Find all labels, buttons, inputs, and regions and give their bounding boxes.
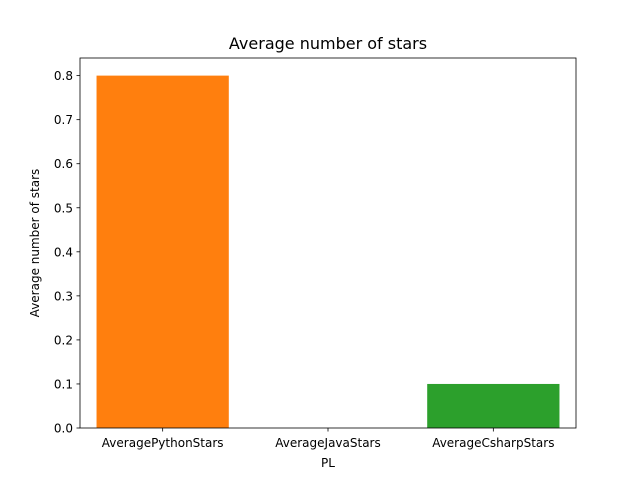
x-axis-label: PL [321,456,335,470]
y-tick-label: 0.4 [54,245,73,259]
y-axis: 0.0 0.1 0.2 0.3 0.4 0.5 0.6 0.7 0.8 [54,69,80,436]
y-tick-label: 0.6 [54,157,73,171]
bar-AveragePythonStars [96,75,229,428]
bar-AverageCsharpStars [427,383,560,428]
x-tick-label: AverageCsharpStars [432,436,554,450]
y-tick-label: 0.2 [54,333,73,347]
x-tick-label: AverageJavaStars [275,436,381,450]
y-tick-label: 0.0 [54,422,73,436]
x-axis: AveragePythonStars AverageJavaStars Averag… [102,428,554,450]
y-axis-label: Average number of stars [28,169,42,318]
y-tick-label: 0.5 [54,201,73,215]
y-tick-label: 0.8 [54,69,73,83]
y-tick-label: 0.1 [54,377,73,391]
chart-title: Average number of stars [229,34,427,53]
y-tick-label: 0.3 [54,289,73,303]
y-tick-label: 0.7 [54,113,73,127]
bars-group [96,75,560,428]
x-tick-label: AveragePythonStars [102,436,224,450]
